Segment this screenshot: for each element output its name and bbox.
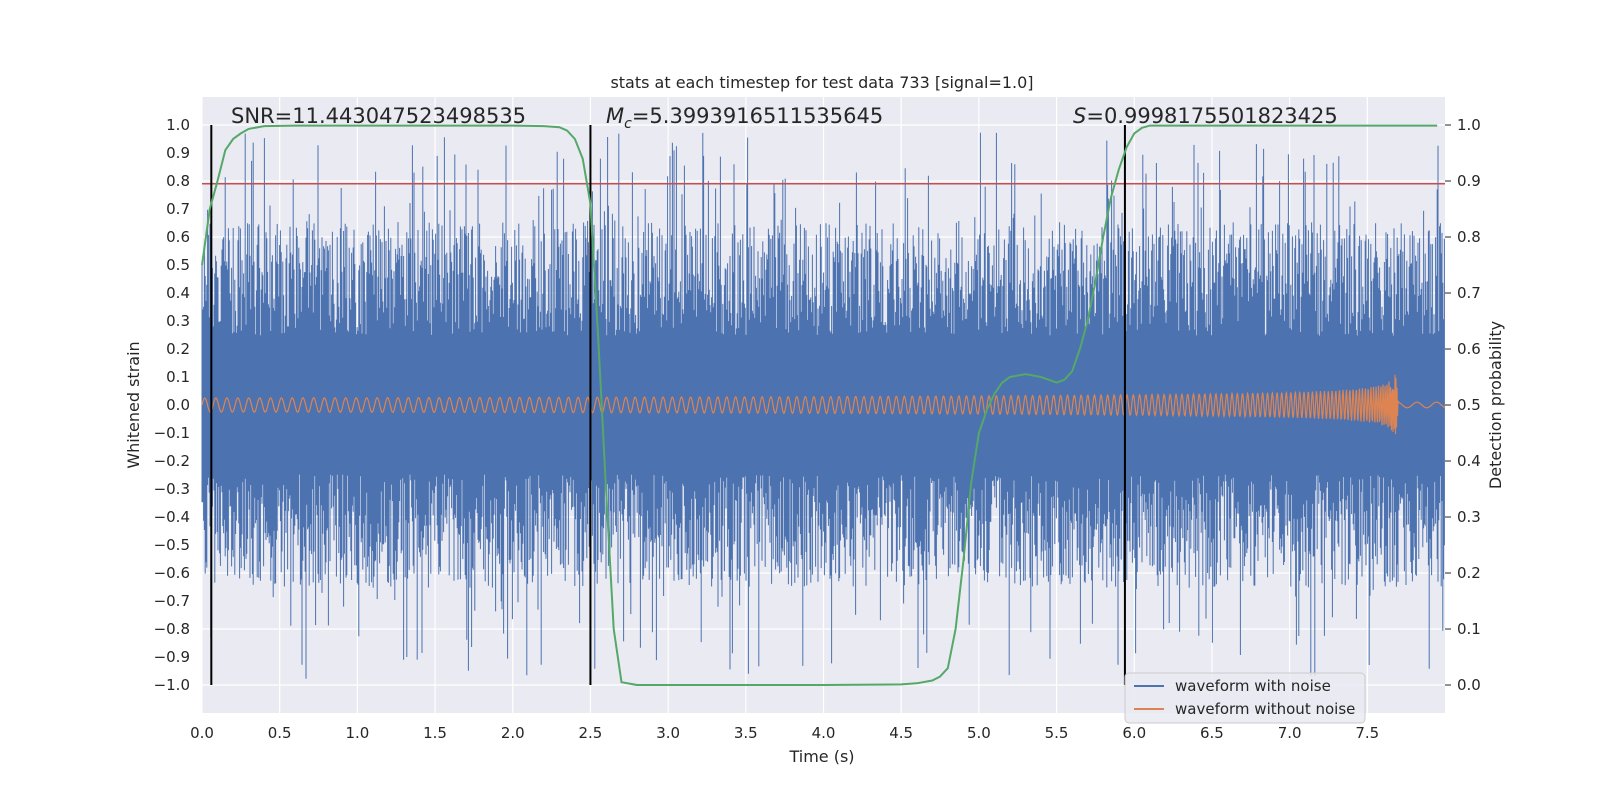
- y-right-tick-label: 0.6: [1457, 340, 1481, 358]
- y-left-tick-label: 0.1: [166, 368, 190, 386]
- y-right-tick-label: 0.4: [1457, 452, 1481, 470]
- y-left-tick-label: −1.0: [154, 676, 190, 694]
- y-left-tick-label: 0.3: [166, 312, 190, 330]
- y-left-tick-label: −0.7: [154, 592, 190, 610]
- y-left-tick-label: −0.6: [154, 564, 190, 582]
- y-left-tick-label: −0.2: [154, 452, 190, 470]
- legend-label-with-noise: waveform with noise: [1175, 677, 1331, 695]
- x-tick-label: 1.5: [423, 724, 447, 742]
- y-left-tick-label: 0.9: [166, 144, 190, 162]
- x-tick-label: 6.5: [1200, 724, 1224, 742]
- y-left-tick-label: 0.2: [166, 340, 190, 358]
- x-tick-label: 5.5: [1045, 724, 1069, 742]
- x-axis-label: Time (s): [788, 747, 854, 766]
- y-left-tick-label: 0.0: [166, 396, 190, 414]
- y-left-tick-label: −0.5: [154, 536, 190, 554]
- tick-labels: 0.0 0.5 1.0 1.5 2.0 2.5 3.0 3.5 4.0 4.5 5.0 5.5 6.0 6…: [154, 116, 1481, 742]
- x-tick-label: 3.0: [656, 724, 680, 742]
- x-tick-label: 0.0: [190, 724, 214, 742]
- detection-probability-line: [201, 124, 1438, 686]
- series-waveform-without-noise: [201, 374, 1446, 435]
- y-left-tick-label: −0.4: [154, 508, 190, 526]
- annotation-s-statistic: S=0.9998175501823425: [1073, 104, 1338, 128]
- y-left-tick-label: 0.8: [166, 172, 190, 190]
- series-waveform-with-noise: [201, 132, 1445, 679]
- annotation-chirp-mass: Mc=5.3993916511535645: [606, 104, 883, 132]
- x-tick-label: 1.0: [345, 724, 369, 742]
- legend: waveform with noise waveform without noi…: [1124, 672, 1366, 724]
- overlay-layer: [201, 124, 1445, 686]
- x-tick-label: 2.5: [579, 724, 603, 742]
- waveform-without-noise-line: [201, 374, 1446, 435]
- x-tick-label: 4.0: [812, 724, 836, 742]
- y-right-tick-label: 0.5: [1457, 396, 1481, 414]
- y-left-tick-label: 0.7: [166, 200, 190, 218]
- y-left-tick-label: 1.0: [166, 116, 190, 134]
- annotation-chirp-mass-symbol: M: [606, 104, 624, 128]
- y-right-tick-label: 0.2: [1457, 564, 1481, 582]
- y-right-tick-label: 0.7: [1457, 284, 1481, 302]
- series-layer: [201, 132, 1446, 679]
- y-axis-label-left: Whitened strain: [124, 341, 143, 468]
- x-tick-label: 4.5: [889, 724, 913, 742]
- x-tick-label: 2.0: [501, 724, 525, 742]
- y-left-tick-label: −0.8: [154, 620, 190, 638]
- y-left-tick-label: −0.3: [154, 480, 190, 498]
- x-tick-label: 7.0: [1278, 724, 1302, 742]
- chart-title: stats at each timestep for test data 733…: [610, 73, 1033, 92]
- y-right-tick-label: 0.8: [1457, 228, 1481, 246]
- annotation-s-symbol: S: [1073, 104, 1086, 128]
- y-left-tick-label: 0.6: [166, 228, 190, 246]
- y-right-tick-label: 0.9: [1457, 172, 1481, 190]
- legend-label-without-noise: waveform without noise: [1175, 700, 1355, 718]
- x-tick-label: 6.0: [1122, 724, 1146, 742]
- annotation-chirp-mass-value: =5.3993916511535645: [632, 104, 883, 128]
- y-right-tick-label: 0.0: [1457, 676, 1481, 694]
- y-axis-label-right: Detection probability: [1486, 321, 1505, 489]
- legend-box: [1124, 672, 1366, 724]
- annotation-s-value: =0.9998175501823425: [1086, 104, 1337, 128]
- y-left-tick-label: 0.4: [166, 284, 190, 302]
- x-tick-label: 3.5: [734, 724, 758, 742]
- annotation-chirp-mass-subscript: c: [624, 116, 632, 132]
- x-tick-label: 7.5: [1355, 724, 1379, 742]
- waveform-with-noise-line: [201, 132, 1445, 679]
- y-right-tick-label: 0.3: [1457, 508, 1481, 526]
- y-right-tick-label: 0.1: [1457, 620, 1481, 638]
- x-tick-label: 0.5: [268, 724, 292, 742]
- y-left-tick-label: 0.5: [166, 256, 190, 274]
- annotation-snr: SNR=11.443047523498535: [231, 104, 526, 128]
- y-right-tick-label: 1.0: [1457, 116, 1481, 134]
- y-left-tick-label: −0.9: [154, 648, 190, 666]
- x-tick-label: 5.0: [967, 724, 991, 742]
- y-left-tick-label: −0.1: [154, 424, 190, 442]
